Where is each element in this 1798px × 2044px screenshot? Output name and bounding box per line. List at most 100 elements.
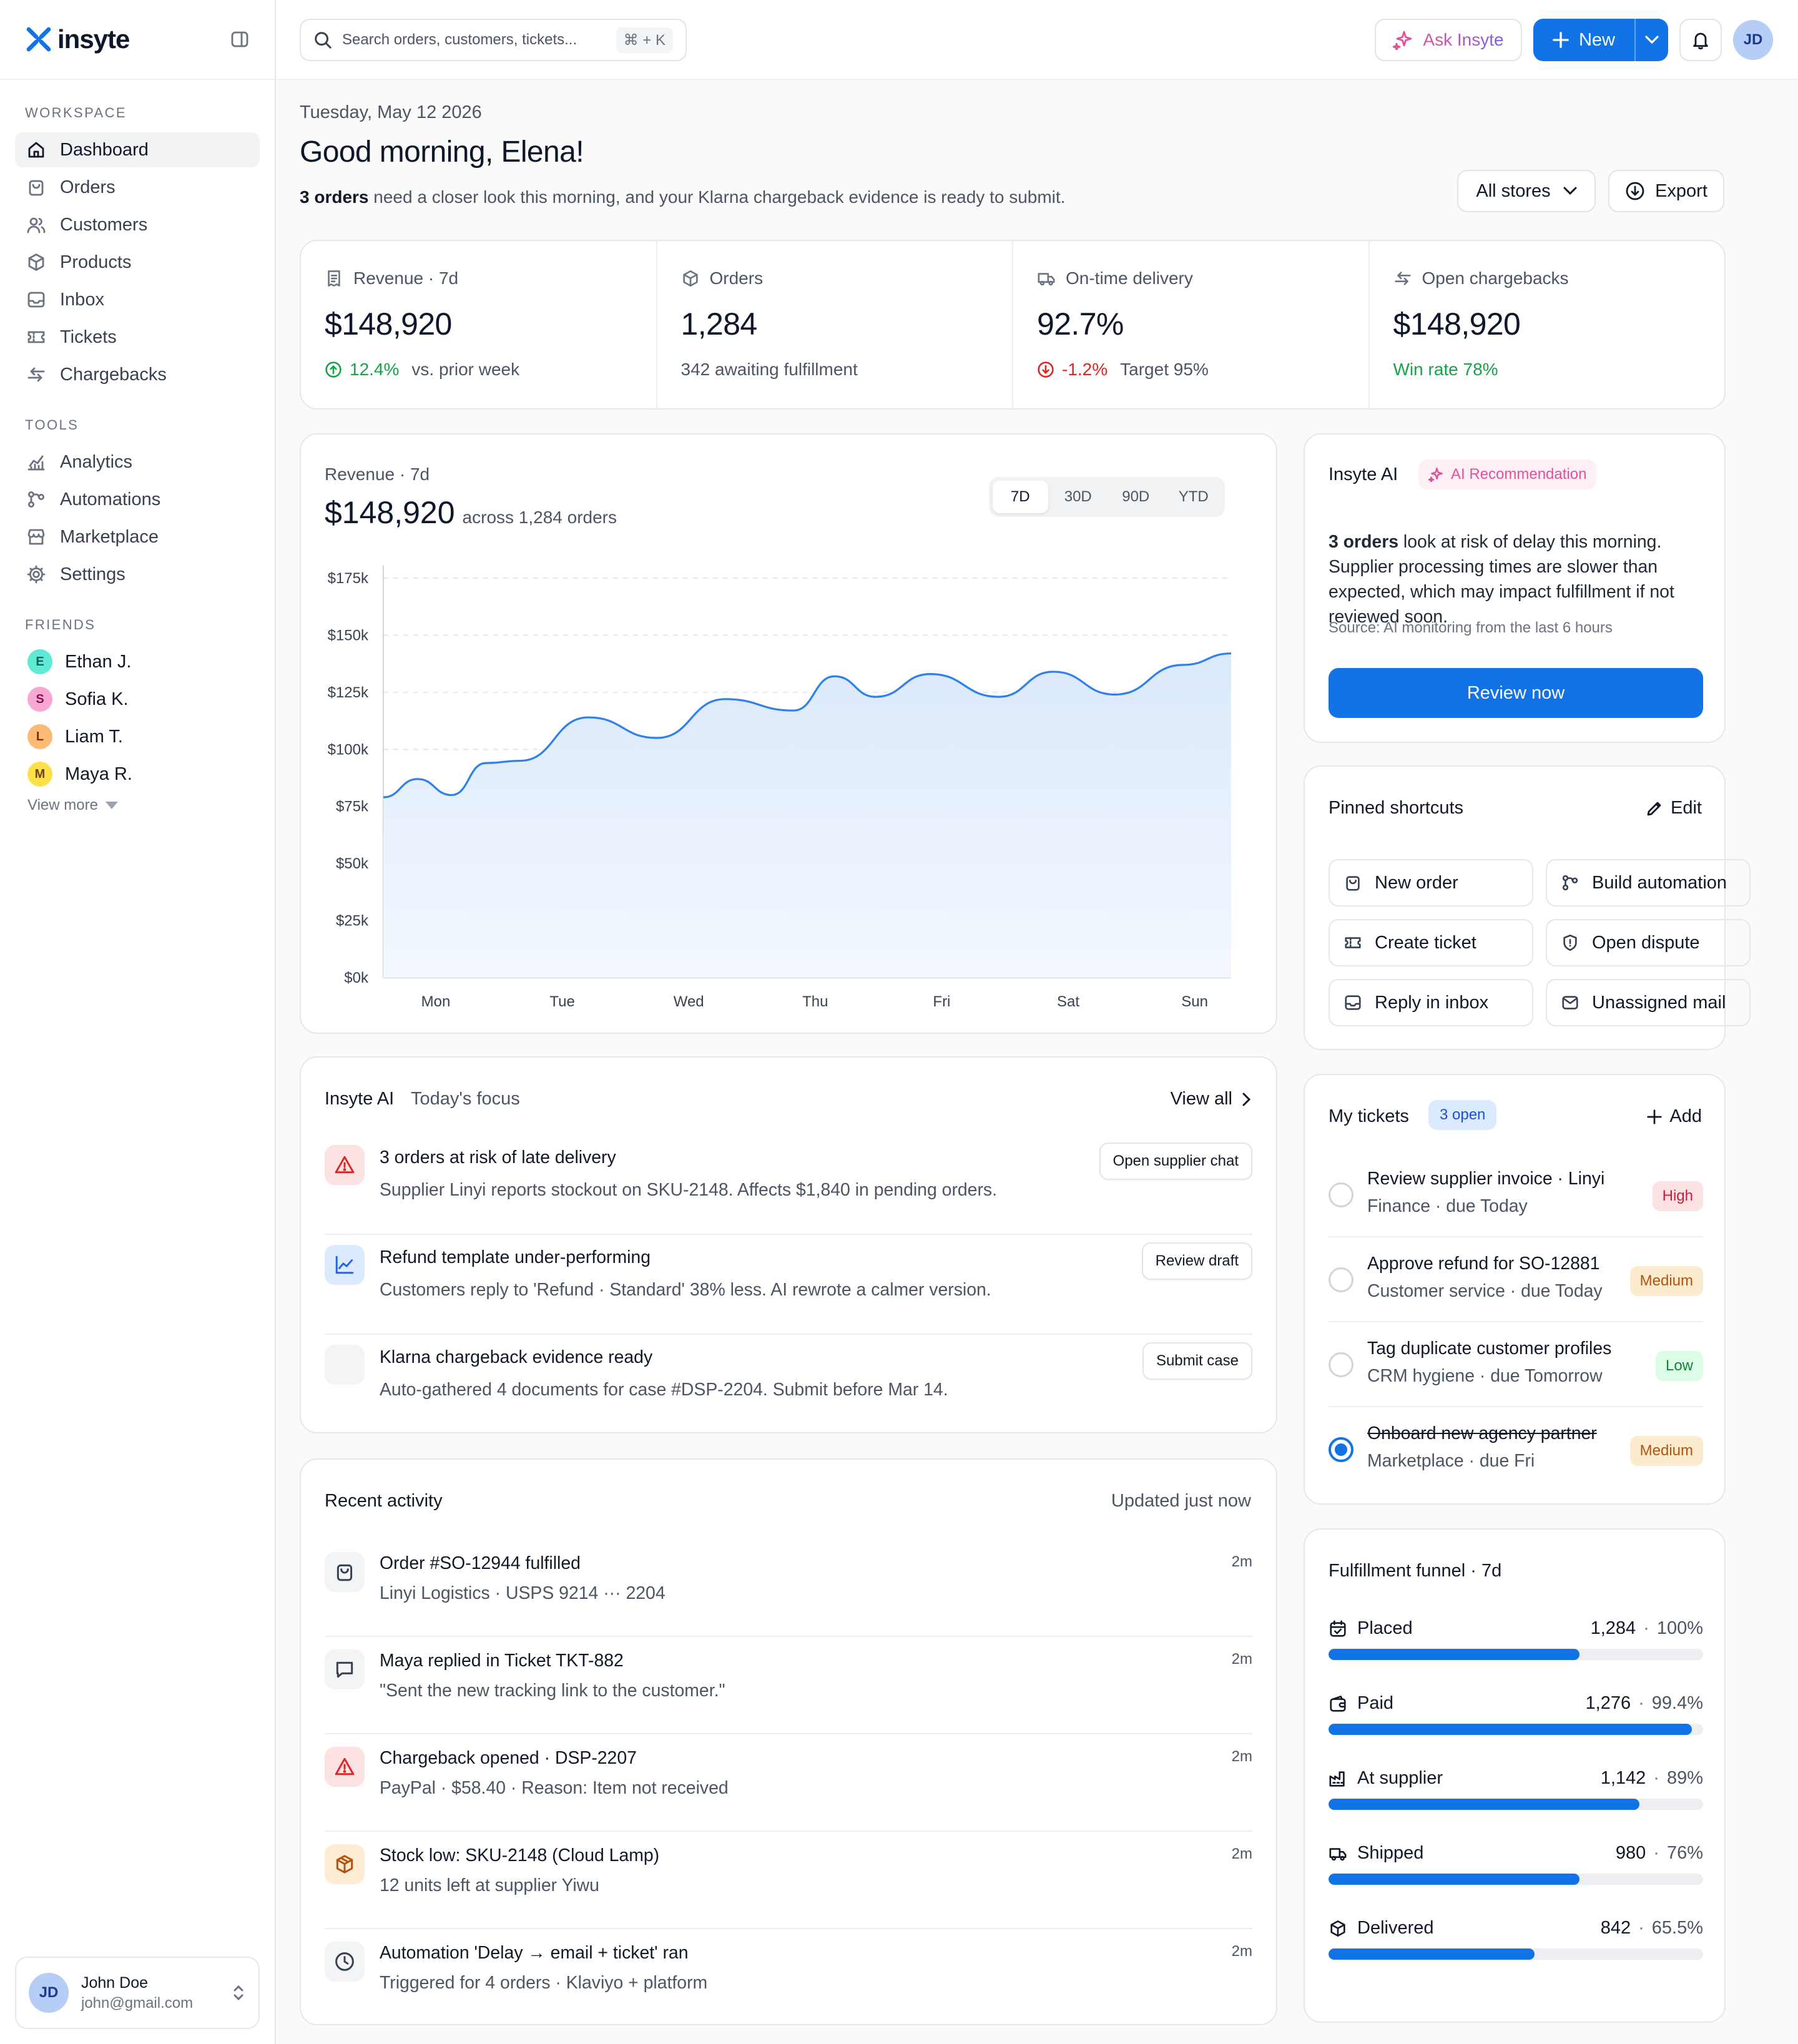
pinned-shortcuts-title: Pinned shortcuts [1329, 798, 1464, 818]
focus-action-submit-case[interactable]: Submit case [1142, 1342, 1252, 1380]
view-more-link[interactable]: View more [27, 797, 275, 814]
export-button[interactable]: Export [1608, 170, 1724, 212]
sidebar-item-marketplace[interactable]: Marketplace [15, 519, 260, 554]
brand-name: insyte [57, 24, 130, 54]
sidebar-item-settings[interactable]: Settings [15, 557, 260, 592]
friend-maya-r[interactable]: M Maya R. [15, 757, 260, 792]
chart-total: $148,920 across 1,284 orders [325, 494, 617, 531]
sidebar-item-inbox[interactable]: Inbox [15, 282, 260, 317]
activity-description: Triggered for 4 orders · Klaviyo + platf… [380, 1973, 708, 1993]
sidebar-item-orders[interactable]: Orders [15, 170, 260, 205]
shortcut-build-automation[interactable]: Build automation [1546, 859, 1751, 907]
shortcut-create-ticket[interactable]: Create ticket [1329, 919, 1533, 966]
sidebar-item-tickets[interactable]: Tickets [15, 320, 260, 355]
ask-insyte-button[interactable]: Ask Insyte [1375, 19, 1522, 61]
sidebar-item-label: Analytics [60, 451, 133, 472]
user-account-card[interactable]: JD John Doe john@gmail.com [15, 1957, 260, 2029]
profile-avatar[interactable]: JD [1733, 20, 1773, 60]
shortcut-label: Reply in inbox [1375, 992, 1489, 1013]
sidebar-item-chargebacks[interactable]: Chargebacks [15, 357, 260, 392]
notifications-button[interactable] [1679, 19, 1722, 61]
page-subtitle: 3 orders need a closer look this morning… [300, 187, 1065, 207]
shortcut-unassigned-mail[interactable]: Unassigned mail [1546, 979, 1751, 1026]
ticket-title[interactable]: Onboard new agency partner [1367, 1423, 1597, 1443]
funnel-stage-header: Delivered 842 · 65.5% [1329, 1918, 1703, 1938]
chart-total-note: across 1,284 orders [462, 508, 617, 527]
bell-icon [1693, 32, 1708, 50]
activity-description: PayPal · $58.40 · Reason: Item not recei… [380, 1778, 729, 1798]
ticket-title[interactable]: Approve refund for SO-12881 [1367, 1254, 1600, 1274]
range-tab-7d[interactable]: 7D [993, 481, 1048, 513]
view-all-link[interactable]: View all [1171, 1089, 1251, 1109]
sidebar-item-dashboard[interactable]: Dashboard [15, 132, 260, 167]
focus-action-review-draft[interactable]: Review draft [1141, 1242, 1252, 1280]
ticket-checkbox[interactable] [1329, 1267, 1353, 1292]
chart-total-value: $148,920 [325, 495, 455, 530]
user-email: john@gmail.com [81, 1994, 194, 2012]
shortcut-open-dispute[interactable]: Open dispute [1546, 919, 1751, 966]
review-now-button[interactable]: Review now [1329, 668, 1703, 718]
funnel-stage-header: Placed 1,284 · 100% [1329, 1618, 1703, 1639]
ticket-checkbox[interactable] [1329, 1437, 1353, 1462]
box-icon [1329, 1919, 1347, 1938]
shortcut-reply-in-inbox[interactable]: Reply in inbox [1329, 979, 1533, 1026]
funnel-stage-paid: Paid 1,276 · 99.4% [1329, 1693, 1703, 1735]
ticket-title[interactable]: Tag duplicate customer profiles [1367, 1339, 1612, 1359]
view-more-label: View more [27, 797, 98, 813]
trend-icon [325, 1245, 365, 1285]
sidebar-item-analytics[interactable]: Analytics [15, 445, 260, 479]
ai-text-body: look at risk of delay this morning. Supp… [1329, 532, 1674, 627]
kpi-subline: 12.4% vs. prior week [325, 360, 632, 380]
funnel-progress-fill [1329, 1874, 1579, 1885]
main-content: Search orders, customers, tickets... ⌘ +… [276, 0, 1798, 2044]
focus-action-open-supplier-chat[interactable]: Open supplier chat [1099, 1142, 1252, 1180]
kpi-delta: -1.2% [1062, 360, 1108, 379]
activity-description: 12 units left at supplier Yiwu [380, 1875, 599, 1895]
shortcut-label: Open dispute [1592, 932, 1700, 953]
new-dropdown-toggle[interactable] [1634, 19, 1668, 61]
friend-sofia-k[interactable]: S Sofia K. [15, 682, 260, 717]
chart-label: Revenue · 7d [325, 464, 430, 484]
friends-section-label: FRIENDS [25, 617, 96, 632]
ticket-row: Onboard new agency partner Marketplace · … [1329, 1407, 1703, 1492]
new-button-main[interactable]: New [1533, 30, 1634, 51]
funnel-stage-percent: 65.5% [1651, 1918, 1703, 1938]
ticket-checkbox[interactable] [1329, 1182, 1353, 1207]
shortcut-new-order[interactable]: New order [1329, 859, 1533, 907]
bag-icon [325, 1552, 365, 1592]
ticket-row: Review supplier invoice · Linyi Finance ·… [1329, 1152, 1703, 1237]
kpi-orders: Orders 1,284 342 awaiting fulfillment [657, 241, 1013, 408]
priority-badge: Medium [1629, 1266, 1703, 1296]
friend-liam-t[interactable]: L Liam T. [15, 719, 260, 754]
range-tab-ytd[interactable]: YTD [1178, 488, 1209, 505]
ai-recommendation-card: Insyte AI AI Recommendation 3 orders loo… [1304, 433, 1726, 743]
friend-ethan-j[interactable]: E Ethan J. [15, 644, 260, 679]
sidebar-item-automations[interactable]: Automations [15, 482, 260, 517]
focus-item-description: Auto-gathered 4 documents for case #DSP-… [380, 1380, 948, 1400]
add-ticket-button[interactable]: Add [1647, 1106, 1702, 1127]
range-tabs: 7D 30D 90D YTD [989, 477, 1225, 517]
funnel-stage-count: 842 [1600, 1918, 1631, 1938]
edit-shortcuts-button[interactable]: Edit [1646, 798, 1702, 818]
gear-icon [25, 564, 47, 584]
bag-icon [1344, 873, 1362, 892]
store-filter-select[interactable]: All stores [1457, 170, 1596, 212]
search-input[interactable]: Search orders, customers, tickets... ⌘ +… [300, 19, 687, 61]
funnel-stage-header: At supplier 1,142 · 89% [1329, 1768, 1703, 1789]
sidebar-item-products[interactable]: Products [15, 245, 260, 280]
range-tab-90d[interactable]: 90D [1122, 488, 1150, 505]
funnel-progress-track [1329, 1799, 1703, 1810]
y-tick-label: $175k [328, 570, 369, 587]
ticket-checkbox[interactable] [1329, 1352, 1353, 1377]
new-button[interactable]: New [1533, 19, 1668, 61]
ticket-title[interactable]: Review supplier invoice · Linyi [1367, 1169, 1605, 1189]
sidebar-item-customers[interactable]: Customers [15, 207, 260, 242]
funnel-separator: · [1638, 1693, 1644, 1713]
brand-logo[interactable]: insyte [25, 24, 130, 54]
kpi-label-text: Orders [709, 268, 764, 288]
sidebar-item-label: Settings [60, 564, 125, 584]
sidebar-toggle-icon[interactable] [230, 29, 250, 49]
focus-title: Insyte AI [325, 1089, 395, 1109]
funnel-stage-label: Paid [1357, 1693, 1394, 1713]
range-tab-30d[interactable]: 30D [1064, 488, 1092, 505]
